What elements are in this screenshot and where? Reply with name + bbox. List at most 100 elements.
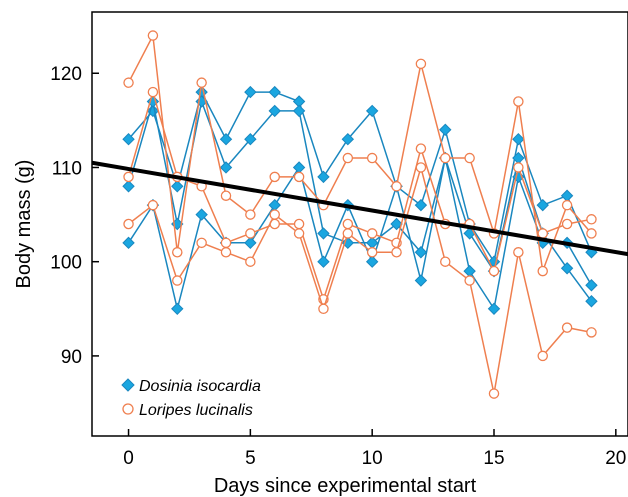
data-point: [293, 218, 305, 230]
data-point: [123, 171, 134, 183]
data-point: [414, 246, 428, 259]
data-point: [219, 132, 233, 146]
y-axis-title: Body mass (g): [13, 160, 35, 289]
x-tick-label: 15: [483, 448, 504, 469]
data-point: [122, 132, 135, 146]
series-line: [127, 89, 592, 302]
data-point: [292, 161, 306, 174]
data-point: [245, 228, 256, 239]
y-tick-label: 100: [50, 253, 82, 274]
data-point: [415, 58, 427, 70]
x-tick-label: 10: [362, 448, 383, 469]
data-point: [366, 152, 378, 164]
data-point: [561, 218, 573, 230]
data-point: [536, 198, 549, 212]
x-tick-label: 5: [245, 448, 256, 469]
data-point: [440, 256, 451, 267]
data-point: [414, 274, 428, 287]
data-point: [122, 180, 135, 193]
data-point: [317, 170, 330, 184]
trend-line: [91, 160, 628, 257]
data-point: [365, 255, 379, 268]
data-point: [220, 237, 232, 249]
data-point: [245, 256, 256, 267]
series-3: [123, 30, 597, 277]
data-point: [586, 214, 597, 225]
x-axis: 0 5 10 15 20: [123, 429, 626, 469]
legend: Dosinia isocardia Loripes lucinalis: [121, 378, 261, 419]
series-2: [122, 151, 598, 316]
data-point: [268, 104, 281, 118]
data-point: [560, 262, 574, 275]
legend-item-loripes: Loripes lucinalis: [122, 402, 253, 419]
data-point: [586, 327, 597, 338]
data-point: [268, 198, 281, 212]
data-point: [366, 247, 378, 258]
data-point: [440, 152, 451, 164]
data-point: [123, 77, 134, 88]
y-axis: 90 100 110 120: [50, 64, 99, 368]
data-point: [342, 152, 354, 164]
data-point: [537, 228, 548, 239]
data-point: [123, 218, 134, 230]
y-tick-label: 110: [52, 158, 82, 179]
data-point: [293, 228, 305, 239]
data-point: [414, 198, 428, 212]
data-point: [488, 388, 500, 399]
data-point: [244, 236, 257, 250]
plot-frame: [91, 11, 628, 437]
data-point: [244, 85, 257, 99]
data-point: [245, 209, 256, 220]
data-point: [122, 236, 135, 250]
x-tick-label: 0: [123, 448, 134, 469]
data-point: [220, 190, 232, 201]
legend-label-dosinia: Dosinia isocardia: [139, 378, 261, 395]
data-point: [220, 247, 232, 258]
data-point: [513, 162, 524, 173]
legend-marker-circle-icon: [122, 403, 134, 415]
data-point: [317, 255, 330, 268]
series-layer: [122, 30, 598, 399]
series-1: [122, 95, 598, 308]
data-point: [561, 199, 573, 211]
legend-label-loripes: Loripes lucinalis: [139, 402, 253, 419]
data-point: [513, 247, 524, 258]
data-point: [390, 217, 403, 231]
data-point: [464, 275, 475, 286]
data-point: [342, 218, 354, 230]
data-point: [512, 132, 525, 146]
series-line: [127, 33, 593, 272]
data-point: [196, 77, 207, 88]
data-point: [341, 236, 355, 250]
series-0: [122, 85, 598, 268]
x-tick-label: 20: [605, 448, 626, 469]
legend-item-dosinia: Dosinia isocardia: [121, 378, 261, 395]
data-point: [195, 208, 208, 221]
series-5: [123, 162, 597, 399]
data-point: [269, 209, 280, 220]
data-point: [537, 265, 548, 277]
y-tick-label: 120: [50, 64, 82, 85]
data-point: [147, 30, 159, 41]
data-point: [196, 237, 207, 249]
data-point: [561, 322, 573, 333]
legend-marker-diamond-icon: [121, 378, 135, 392]
data-point: [488, 265, 500, 277]
data-point: [464, 152, 475, 164]
data-point: [366, 228, 378, 239]
data-point: [292, 104, 306, 118]
data-point: [415, 143, 427, 154]
data-point: [586, 228, 597, 239]
data-point: [147, 199, 159, 211]
data-point: [585, 279, 598, 292]
data-point: [391, 181, 402, 192]
data-point: [171, 180, 184, 193]
data-point: [172, 247, 183, 258]
data-point: [171, 302, 184, 316]
x-axis-title: Days since experimental start: [214, 475, 477, 497]
data-point: [365, 104, 379, 118]
data-point: [341, 132, 355, 146]
data-point: [318, 303, 329, 315]
data-point: [585, 295, 598, 308]
